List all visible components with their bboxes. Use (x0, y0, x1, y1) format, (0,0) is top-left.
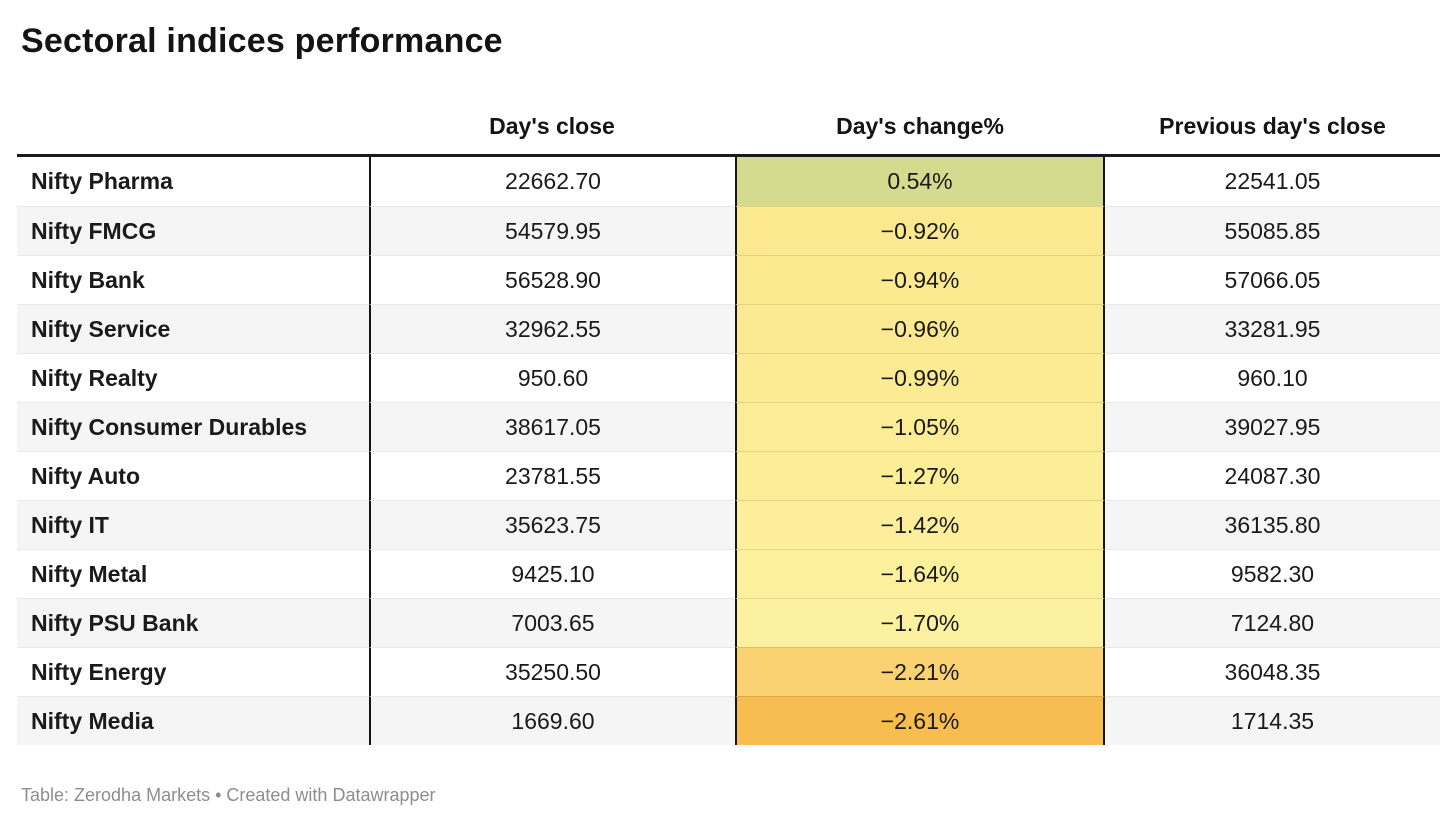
row-label-cell: Nifty FMCG (17, 206, 369, 255)
row-label-cell: Nifty IT (17, 500, 369, 549)
days-change-cell: −1.05% (735, 402, 1105, 451)
prev-close-cell: 22541.05 (1105, 157, 1440, 206)
prev-close-cell: 57066.05 (1105, 255, 1440, 304)
days-close-cell: 22662.70 (369, 157, 735, 206)
days-close-cell: 9425.10 (369, 549, 735, 598)
days-close-cell: 32962.55 (369, 304, 735, 353)
row-label-cell: Nifty Media (17, 696, 369, 745)
days-change-cell: 0.54% (735, 157, 1105, 206)
days-change-cell: −2.21% (735, 647, 1105, 696)
row-label-cell: Nifty Realty (17, 353, 369, 402)
prev-close-cell: 39027.95 (1105, 402, 1440, 451)
days-change-cell: −0.94% (735, 255, 1105, 304)
header-cell-days-change: Day's change% (735, 62, 1105, 157)
days-close-cell: 56528.90 (369, 255, 735, 304)
days-close-cell: 35250.50 (369, 647, 735, 696)
days-close-cell: 54579.95 (369, 206, 735, 255)
days-change-cell: −0.92% (735, 206, 1105, 255)
days-change-cell: −0.96% (735, 304, 1105, 353)
table-row: Nifty Metal 9425.10 −1.64% 9582.30 (17, 549, 1440, 598)
sectoral-indices-table: Day's close Day's change% Previous day's… (17, 62, 1440, 745)
table-row: Nifty Auto 23781.55 −1.27% 24087.30 (17, 451, 1440, 500)
row-label-cell: Nifty Service (17, 304, 369, 353)
table-row: Nifty PSU Bank 7003.65 −1.70% 7124.80 (17, 598, 1440, 647)
row-label-cell: Nifty Pharma (17, 157, 369, 206)
days-close-cell: 23781.55 (369, 451, 735, 500)
row-label-cell: Nifty Consumer Durables (17, 402, 369, 451)
table-header: Day's close Day's change% Previous day's… (17, 62, 1440, 157)
table-row: Nifty Energy 35250.50 −2.21% 36048.35 (17, 647, 1440, 696)
days-close-cell: 1669.60 (369, 696, 735, 745)
table-row: Nifty Bank 56528.90 −0.94% 57066.05 (17, 255, 1440, 304)
days-change-cell: −1.42% (735, 500, 1105, 549)
row-label-cell: Nifty Energy (17, 647, 369, 696)
row-label-cell: Nifty Metal (17, 549, 369, 598)
prev-close-cell: 960.10 (1105, 353, 1440, 402)
table-row: Nifty FMCG 54579.95 −0.92% 55085.85 (17, 206, 1440, 255)
header-cell-prev-close: Previous day's close (1105, 62, 1440, 157)
table-row: Nifty Media 1669.60 −2.61% 1714.35 (17, 696, 1440, 745)
header-cell-days-close: Day's close (369, 62, 735, 157)
table-row: Nifty Consumer Durables 38617.05 −1.05% 390… (17, 402, 1440, 451)
days-close-cell: 7003.65 (369, 598, 735, 647)
header-cell-empty (17, 62, 369, 157)
table-row: Nifty Service 32962.55 −0.96% 33281.95 (17, 304, 1440, 353)
prev-close-cell: 1714.35 (1105, 696, 1440, 745)
prev-close-cell: 36135.80 (1105, 500, 1440, 549)
table-row: Nifty Realty 950.60 −0.99% 960.10 (17, 353, 1440, 402)
row-label-cell: Nifty Bank (17, 255, 369, 304)
prev-close-cell: 9582.30 (1105, 549, 1440, 598)
table-row: Nifty IT 35623.75 −1.42% 36135.80 (17, 500, 1440, 549)
row-label-cell: Nifty PSU Bank (17, 598, 369, 647)
table-body: Nifty Pharma 22662.70 0.54% 22541.05 Nifty F… (17, 157, 1440, 745)
page-title: Sectoral indices performance (21, 22, 503, 60)
row-label-cell: Nifty Auto (17, 451, 369, 500)
days-change-cell: −0.99% (735, 353, 1105, 402)
table-row: Nifty Pharma 22662.70 0.54% 22541.05 (17, 157, 1440, 206)
days-change-cell: −1.64% (735, 549, 1105, 598)
prev-close-cell: 55085.85 (1105, 206, 1440, 255)
days-change-cell: −2.61% (735, 696, 1105, 745)
days-change-cell: −1.27% (735, 451, 1105, 500)
table-header-row: Day's close Day's change% Previous day's… (17, 62, 1440, 157)
days-close-cell: 950.60 (369, 353, 735, 402)
days-close-cell: 35623.75 (369, 500, 735, 549)
prev-close-cell: 24087.30 (1105, 451, 1440, 500)
page: Sectoral indices performance Day's close… (0, 20, 1456, 828)
source-attribution: Table: Zerodha Markets • Created with Da… (21, 785, 436, 805)
prev-close-cell: 7124.80 (1105, 598, 1440, 647)
days-change-cell: −1.70% (735, 598, 1105, 647)
prev-close-cell: 36048.35 (1105, 647, 1440, 696)
days-close-cell: 38617.05 (369, 402, 735, 451)
prev-close-cell: 33281.95 (1105, 304, 1440, 353)
